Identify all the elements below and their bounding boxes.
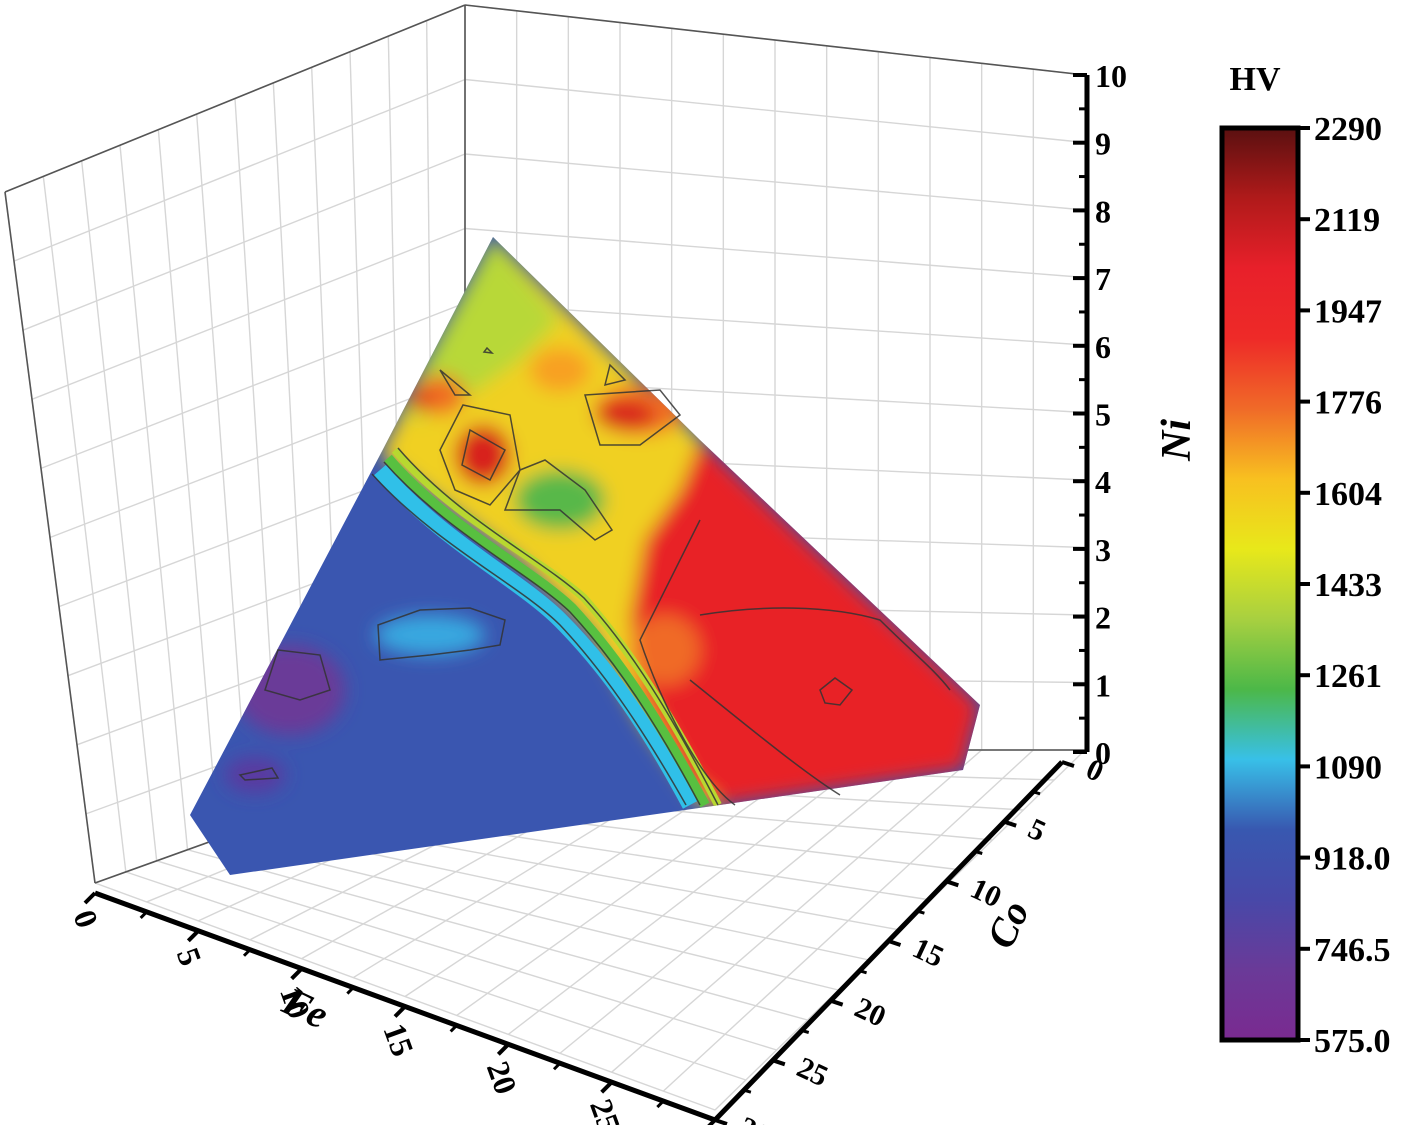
box-edge — [4, 191, 96, 884]
fe-tick-label: 0 — [66, 905, 105, 932]
ni-tick-label: 10 — [1095, 58, 1127, 94]
surface-region-red — [630, 440, 980, 805]
fe-axis-title: Fe — [275, 978, 335, 1038]
back-wall-gridline — [464, 302, 1086, 346]
ni-tick-label: 2 — [1095, 600, 1111, 636]
ni-tick-label: 4 — [1095, 464, 1111, 500]
co-tick-label: 20 — [850, 991, 891, 1034]
surface-spot-orange — [530, 348, 590, 392]
colorbar-tick-label: 2290 — [1314, 111, 1382, 148]
colorbar-tick-label: 1776 — [1314, 385, 1382, 422]
left-wall-gridline — [31, 227, 466, 400]
left-wall-gridline — [22, 153, 466, 331]
fe-minor-tick — [242, 948, 252, 957]
transition-band-green — [384, 454, 710, 808]
surface-region-green-top — [400, 237, 560, 420]
colorbar-tick-label: 1604 — [1314, 476, 1382, 513]
co-tick-label: 30 — [734, 1110, 775, 1125]
box-edge — [4, 4, 466, 193]
surface-spot-orange — [630, 615, 700, 685]
surface-region-green-mid — [515, 470, 605, 530]
co-tick — [830, 998, 844, 1007]
fe-minor-tick — [552, 1062, 562, 1071]
ni-tick-label: 3 — [1095, 532, 1111, 568]
fe-tick — [83, 891, 97, 905]
ni-axis-title: Ni — [1154, 419, 1200, 462]
transition-band-cyan — [373, 464, 698, 809]
hardness-surface — [190, 237, 980, 875]
co-minor-tick — [801, 1029, 810, 1034]
contour-lines — [238, 346, 951, 806]
fe-tick — [186, 929, 200, 943]
ni-tick-label: 0 — [1095, 735, 1111, 771]
ni-tick-label: 6 — [1095, 329, 1111, 365]
colorbar-tick-label: 1090 — [1314, 749, 1382, 786]
surface-spot-red — [408, 390, 432, 410]
surface-spot-red — [595, 400, 655, 430]
co-tick — [887, 939, 902, 947]
colorbar-title: HV — [1230, 61, 1281, 98]
colorbar-tick-label: 1433 — [1314, 567, 1382, 604]
co-minor-tick — [974, 850, 983, 855]
co-tick-label: 15 — [908, 931, 949, 974]
ni-tick-label: 7 — [1095, 261, 1111, 297]
surface-spot-purple — [225, 757, 285, 793]
colorbar-tick-label: 1947 — [1314, 293, 1382, 330]
left-wall-gridline — [40, 302, 466, 470]
fe-minor-tick — [346, 986, 355, 995]
fe-tick — [290, 967, 304, 981]
left-wall-gridline — [13, 78, 466, 262]
box-edge — [464, 4, 1086, 76]
co-minor-tick — [743, 1088, 752, 1094]
back-wall-gridline — [464, 153, 1086, 211]
floor-gridline — [662, 749, 1034, 1092]
ni-tick-label: 8 — [1095, 193, 1111, 229]
co-tick-label: 25 — [792, 1051, 833, 1094]
colorbar-tick-label: 2119 — [1314, 202, 1380, 239]
surface-spot-lightblue — [375, 615, 485, 655]
fe-tick — [496, 1042, 510, 1056]
co-minor-tick — [1032, 790, 1041, 796]
co-tick — [714, 1118, 728, 1125]
fe-minor-tick — [656, 1100, 665, 1109]
fe-tick-label: 5 — [170, 943, 209, 970]
left-wall-gridline — [49, 376, 466, 539]
colorbar-gradient — [1219, 125, 1301, 1043]
ni-tick-label: 5 — [1095, 397, 1111, 433]
co-minor-tick — [859, 969, 867, 975]
fe-tick-label: 25 — [583, 1094, 628, 1125]
co-minor-tick — [917, 909, 925, 915]
fe-minor-tick — [449, 1024, 458, 1033]
co-tick — [1061, 760, 1075, 768]
colorbar-tick-label: 1261 — [1314, 658, 1382, 695]
co-tick — [772, 1058, 786, 1067]
ni-tick-label: 1 — [1095, 667, 1111, 703]
fe-tick-label: 20 — [480, 1056, 525, 1098]
ni-tick-label: 9 — [1095, 126, 1111, 162]
back-wall-gridline — [464, 227, 1086, 279]
colorbar-tick-label: 746.5 — [1314, 932, 1391, 969]
colorbar-tick-label: 918.0 — [1314, 841, 1391, 878]
fe-minor-tick — [139, 910, 148, 919]
surface-spot-red — [455, 425, 511, 485]
colorbar: HV 2290 2119 1947 1776 1604 1433 1261 1090 918.0 7… — [1219, 61, 1391, 1060]
co-tick — [945, 879, 959, 888]
fe-tick — [707, 1118, 717, 1125]
fe-tick — [393, 1005, 407, 1018]
co-tick — [1003, 819, 1017, 828]
back-wall-gridline — [464, 78, 1086, 144]
fe-tick-label: 15 — [376, 1019, 421, 1061]
co-tick-label: 5 — [1023, 812, 1051, 848]
fe-tick — [600, 1080, 614, 1094]
colorbar-tick-label: 575.0 — [1314, 1023, 1391, 1060]
